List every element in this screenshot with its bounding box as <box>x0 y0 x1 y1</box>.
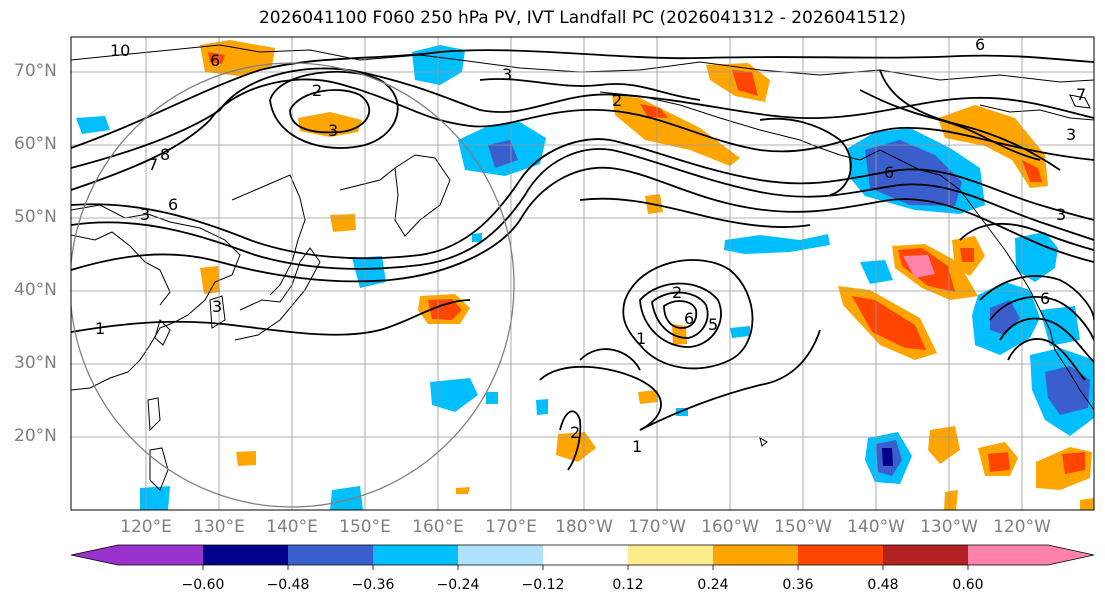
contour-label: 6 <box>975 35 985 54</box>
colorbar-tick: 0.24 <box>697 577 729 593</box>
colorbar-bin <box>798 545 883 565</box>
colorbar-bin <box>543 545 628 565</box>
lat-label: 20°N <box>14 426 57 446</box>
lat-label: 60°N <box>14 134 57 154</box>
colorbar-bin <box>373 545 458 565</box>
lat-label: 30°N <box>14 353 57 373</box>
lon-label: 120°W <box>993 517 1051 537</box>
colorbar-bin <box>458 545 543 565</box>
graticule <box>71 37 1094 510</box>
contour-label: 3 <box>328 121 338 140</box>
contour-label: 3 <box>1066 125 1076 144</box>
colorbar-tick: −0.12 <box>521 577 565 593</box>
colorbar-extend-high <box>1048 545 1094 565</box>
contour-label: 6 <box>210 51 220 70</box>
lon-label: 120°E <box>120 517 172 537</box>
lon-label: 170°E <box>485 517 537 537</box>
contour-label: 6 <box>1040 289 1050 308</box>
colorbar-bin <box>628 545 713 565</box>
colorbar-bin <box>883 545 968 565</box>
lon-label: 150°W <box>774 517 832 537</box>
contour-label: 3 <box>1056 205 1066 224</box>
colorbar-tick: 0.60 <box>952 577 984 593</box>
colorbar-bin <box>713 545 798 565</box>
colorbar-tick: −0.48 <box>266 577 310 593</box>
contour-label: 10 <box>110 41 130 60</box>
colorbar-tick: 0.36 <box>782 577 814 593</box>
contour-label: 7 <box>148 155 158 174</box>
pv-contours <box>71 49 1094 471</box>
contour-labels: 10 6 2 3 2 8 7 6 3 3 1 3 2 6 5 1 2 1 7 6… <box>95 35 1086 456</box>
lat-label: 70°N <box>14 61 57 81</box>
lat-label: 40°N <box>14 280 57 300</box>
contour-label: 3 <box>140 205 150 224</box>
contour-label: 2 <box>672 283 682 302</box>
lon-label: 160°E <box>412 517 464 537</box>
lon-label: 150°E <box>339 517 391 537</box>
contour-label: 1 <box>636 329 646 348</box>
colorbar-extend-low <box>71 545 118 565</box>
colorbar-bin <box>118 545 203 565</box>
contour-label: 5 <box>708 315 718 334</box>
contour-label: 6 <box>684 309 694 328</box>
colorbar-outline <box>70 544 1095 566</box>
contour-label: 1 <box>95 319 105 338</box>
colorbar-tick: 0.48 <box>867 577 899 593</box>
contour-label: 2 <box>312 81 322 100</box>
contour-label: 3 <box>212 297 222 316</box>
lon-label: 180°W <box>555 517 613 537</box>
map-frame <box>70 36 1095 511</box>
contour-label: 8 <box>160 145 170 164</box>
colorbar-bin <box>968 545 1048 565</box>
colorbar-tick: −0.36 <box>351 577 395 593</box>
lon-label: 140°W <box>847 517 905 537</box>
contour-label: 6 <box>168 195 178 214</box>
contour-label: 6 <box>884 163 894 182</box>
lon-label: 160°W <box>701 517 759 537</box>
map-title: 2026041100 F060 250 hPa PV, IVT Landfall… <box>258 8 906 28</box>
lon-label: 130°E <box>193 517 245 537</box>
contour-label: 3 <box>502 65 512 84</box>
contour-label: 2 <box>612 91 622 110</box>
lon-label: 140°E <box>266 517 318 537</box>
radius-circle <box>71 62 515 508</box>
colorbar-tick: 0.12 <box>612 577 644 593</box>
lon-label: 130°W <box>920 517 978 537</box>
colorbar <box>70 544 1095 570</box>
contour-label: 7 <box>1076 85 1086 104</box>
contour-label: 2 <box>570 423 580 442</box>
colorbar-tick: −0.60 <box>181 577 225 593</box>
lat-label: 50°N <box>14 207 57 227</box>
colorbar-bin <box>288 545 373 565</box>
contour-label: 1 <box>632 437 642 456</box>
lon-label: 170°W <box>628 517 686 537</box>
colorbar-tick: −0.24 <box>436 577 480 593</box>
colorbar-bin <box>203 545 288 565</box>
